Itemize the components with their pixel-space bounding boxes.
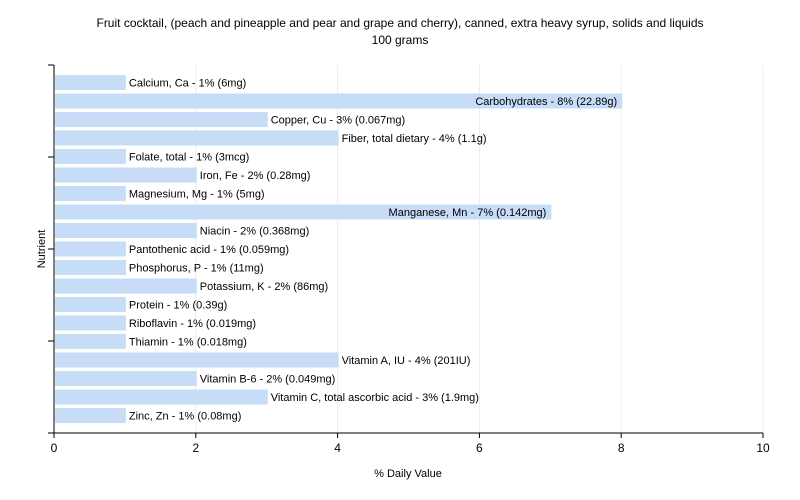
bar-label: Fiber, total dietary - 4% (1.1g) <box>342 133 487 145</box>
bar <box>55 149 126 164</box>
bar-label: Pantothenic acid - 1% (0.059mg) <box>129 244 289 256</box>
bar-label: Iron, Fe - 2% (0.28mg) <box>200 170 311 182</box>
bars: Calcium, Ca - 1% (6mg) Carbohydrates - 8%… <box>55 75 623 423</box>
bar <box>55 371 197 386</box>
bar-label: Vitamin A, IU - 4% (201IU) <box>342 355 471 367</box>
x-tick-label: 10 <box>756 441 770 455</box>
bar-label: Protein - 1% (0.39g) <box>129 300 227 312</box>
bar-label: Phosphorus, P - 1% (11mg) <box>129 263 264 275</box>
bar <box>55 352 339 368</box>
bar <box>55 75 126 90</box>
bar-label: Niacin - 2% (0.368mg) <box>200 226 309 238</box>
bar-label: Vitamin B-6 - 2% (0.049mg) <box>200 374 336 386</box>
x-tick-label: 2 <box>192 441 199 455</box>
bar <box>55 186 126 201</box>
bar <box>55 223 197 238</box>
bar <box>55 408 126 423</box>
x-tick-label: 4 <box>334 441 341 455</box>
bar <box>55 204 552 220</box>
bar-label: Thiamin - 1% (0.018mg) <box>129 337 247 349</box>
bar-label: Vitamin C, total ascorbic acid - 3% (1.9… <box>271 392 479 404</box>
bar-label: Folate, total - 1% (3mcg) <box>129 152 249 164</box>
bar <box>55 297 126 312</box>
bar <box>55 130 339 146</box>
bar-label: Manganese, Mn - 7% (0.142mg) <box>389 207 547 219</box>
bar <box>55 241 126 257</box>
bar-label: Calcium, Ca - 1% (6mg) <box>129 78 246 90</box>
bar <box>55 167 197 183</box>
chart-title-line: Fruit cocktail, (peach and pineapple and… <box>96 16 704 30</box>
chart-subtitle: 100 grams <box>371 33 429 47</box>
bar-label: Zinc, Zn - 1% (0.08mg) <box>129 411 241 423</box>
bar <box>55 389 268 405</box>
bar <box>55 260 126 275</box>
y-axis-title: Nutrient <box>36 230 48 269</box>
bar-label: Riboflavin - 1% (0.019mg) <box>129 318 256 330</box>
bar <box>55 315 126 331</box>
bar-label: Potassium, K - 2% (86mg) <box>200 281 328 293</box>
x-tick-label: 6 <box>476 441 483 455</box>
bar <box>55 93 623 109</box>
axes: 0 2 4 6 8 10 <box>48 64 770 455</box>
chart-title: Fruit cocktail, (peach and pineapple and… <box>0 15 800 49</box>
bar <box>55 334 126 349</box>
x-axis-title: % Daily Value <box>374 468 442 480</box>
bar-label: Magnesium, Mg - 1% (5mg) <box>129 189 265 201</box>
x-tick-label: 8 <box>618 441 625 455</box>
bar <box>55 278 197 294</box>
bar <box>55 112 268 127</box>
x-tick-label: 0 <box>51 441 58 455</box>
bar-label: Carbohydrates - 8% (22.89g) <box>475 96 617 108</box>
bar-label: Copper, Cu - 3% (0.067mg) <box>271 115 406 127</box>
